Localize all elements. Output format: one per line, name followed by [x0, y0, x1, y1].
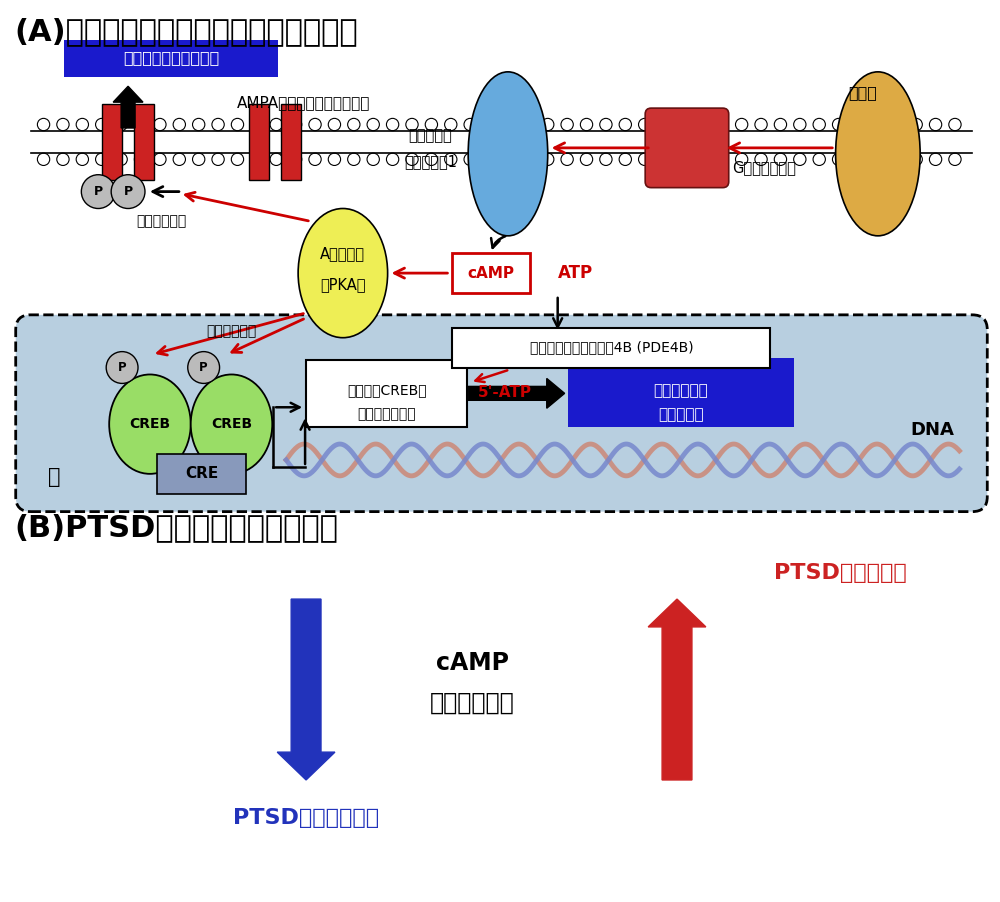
Text: (B)PTSD再体験症状の分子基盤: (B)PTSD再体験症状の分子基盤	[15, 513, 339, 543]
Text: DNA: DNA	[911, 421, 955, 439]
Text: P: P	[94, 185, 103, 198]
Text: cAMP: cAMP	[468, 265, 515, 281]
Circle shape	[111, 175, 145, 208]
Bar	[568, 357, 794, 428]
Text: シクラーゼ1: シクラーゼ1	[404, 154, 457, 170]
FancyBboxPatch shape	[16, 315, 987, 511]
Ellipse shape	[298, 208, 388, 337]
Text: P: P	[124, 185, 133, 198]
Text: （PKA）: （PKA）	[320, 278, 366, 292]
Bar	[452, 327, 770, 367]
Polygon shape	[113, 87, 143, 128]
Bar	[249, 104, 269, 179]
Text: PTSDレジリエンス: PTSDレジリエンス	[233, 807, 379, 828]
Text: 転写因子CREBに: 転写因子CREBに	[347, 383, 426, 398]
Bar	[134, 104, 154, 179]
Text: cAMP: cAMP	[436, 650, 509, 675]
Text: ホスホジエステラーゼ4B (PDE4B): ホスホジエステラーゼ4B (PDE4B)	[530, 341, 693, 354]
Bar	[157, 454, 246, 493]
Bar	[64, 40, 278, 78]
Bar	[102, 104, 122, 179]
Ellipse shape	[109, 374, 191, 474]
Circle shape	[188, 352, 220, 383]
Text: トラウマ記憶: トラウマ記憶	[654, 382, 708, 398]
Text: Gタンパク質群: Gタンパク質群	[732, 160, 796, 175]
Ellipse shape	[191, 374, 272, 474]
Text: トラウマ記憶想起促進: トラウマ記憶想起促進	[123, 51, 219, 66]
Text: CREB: CREB	[211, 417, 252, 431]
Text: 再固定強化: 再固定強化	[658, 407, 704, 422]
Text: AMPA型グルタミン酸受容体: AMPA型グルタミン酸受容体	[236, 95, 370, 110]
Text: CRE: CRE	[185, 466, 218, 482]
Bar	[452, 253, 530, 293]
Text: PTSD再体験症状: PTSD再体験症状	[774, 563, 906, 584]
Polygon shape	[277, 599, 335, 780]
Text: P: P	[199, 361, 208, 374]
Text: （リン酸化）: （リン酸化）	[206, 324, 257, 337]
Ellipse shape	[468, 72, 548, 235]
Polygon shape	[468, 379, 565, 409]
Text: 5'-ATP: 5'-ATP	[478, 385, 532, 400]
Text: (A)トラウマ記憶想起の分子メカニズム: (A)トラウマ記憶想起の分子メカニズム	[15, 17, 358, 46]
Text: ATP: ATP	[558, 264, 593, 282]
Text: 核: 核	[48, 467, 60, 487]
Text: 情報伝達経路: 情報伝達経路	[430, 690, 515, 714]
Text: P: P	[118, 361, 126, 374]
FancyBboxPatch shape	[645, 108, 729, 188]
Circle shape	[106, 352, 138, 383]
Text: アデニル酸: アデニル酸	[409, 128, 452, 143]
Text: よる転写活性化: よる転写活性化	[357, 407, 416, 421]
Polygon shape	[648, 599, 706, 780]
Text: CREB: CREB	[129, 417, 171, 431]
Text: Aキナーゼ: Aキナーゼ	[320, 245, 365, 261]
Text: 受容体: 受容体	[849, 85, 877, 100]
Ellipse shape	[836, 72, 920, 235]
Bar	[281, 104, 301, 179]
Text: （リン酸化）: （リン酸化）	[137, 215, 187, 228]
Bar	[306, 360, 467, 428]
Circle shape	[81, 175, 115, 208]
